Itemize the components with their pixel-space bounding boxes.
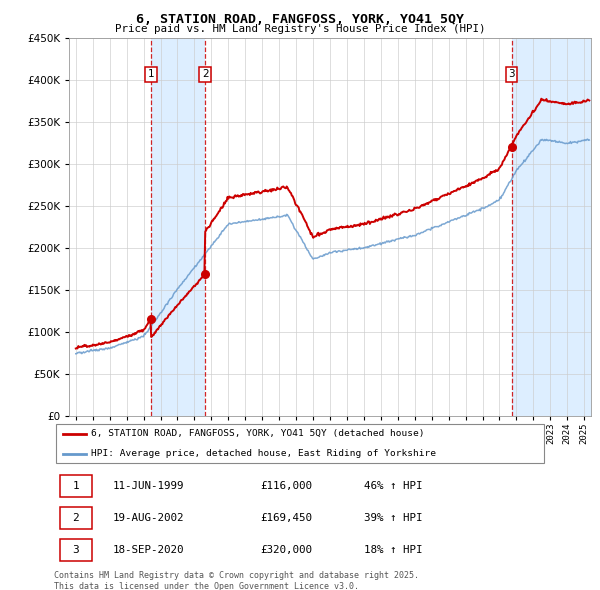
Text: 18% ↑ HPI: 18% ↑ HPI (364, 545, 422, 555)
FancyBboxPatch shape (60, 507, 92, 529)
Text: 19-AUG-2002: 19-AUG-2002 (113, 513, 185, 523)
Text: 11-JUN-1999: 11-JUN-1999 (113, 481, 185, 491)
Text: Contains HM Land Registry data © Crown copyright and database right 2025.
This d: Contains HM Land Registry data © Crown c… (54, 571, 419, 590)
Text: 6, STATION ROAD, FANGFOSS, YORK, YO41 5QY: 6, STATION ROAD, FANGFOSS, YORK, YO41 5Q… (136, 13, 464, 26)
Text: HPI: Average price, detached house, East Riding of Yorkshire: HPI: Average price, detached house, East… (91, 449, 436, 458)
Text: 3: 3 (73, 545, 79, 555)
Text: 1: 1 (73, 481, 79, 491)
Text: 3: 3 (508, 69, 515, 79)
FancyBboxPatch shape (60, 476, 92, 497)
Text: 1: 1 (148, 69, 154, 79)
Text: £169,450: £169,450 (260, 513, 313, 523)
Text: £320,000: £320,000 (260, 545, 313, 555)
FancyBboxPatch shape (56, 424, 544, 463)
Text: 39% ↑ HPI: 39% ↑ HPI (364, 513, 422, 523)
Text: 2: 2 (73, 513, 79, 523)
Text: 6, STATION ROAD, FANGFOSS, YORK, YO41 5QY (detached house): 6, STATION ROAD, FANGFOSS, YORK, YO41 5Q… (91, 430, 424, 438)
Text: 46% ↑ HPI: 46% ↑ HPI (364, 481, 422, 491)
Text: £116,000: £116,000 (260, 481, 313, 491)
Text: 2: 2 (202, 69, 208, 79)
Text: Price paid vs. HM Land Registry's House Price Index (HPI): Price paid vs. HM Land Registry's House … (115, 24, 485, 34)
Text: 18-SEP-2020: 18-SEP-2020 (113, 545, 185, 555)
Bar (512, 38, 591, 416)
Bar (151, 38, 205, 416)
FancyBboxPatch shape (60, 539, 92, 560)
